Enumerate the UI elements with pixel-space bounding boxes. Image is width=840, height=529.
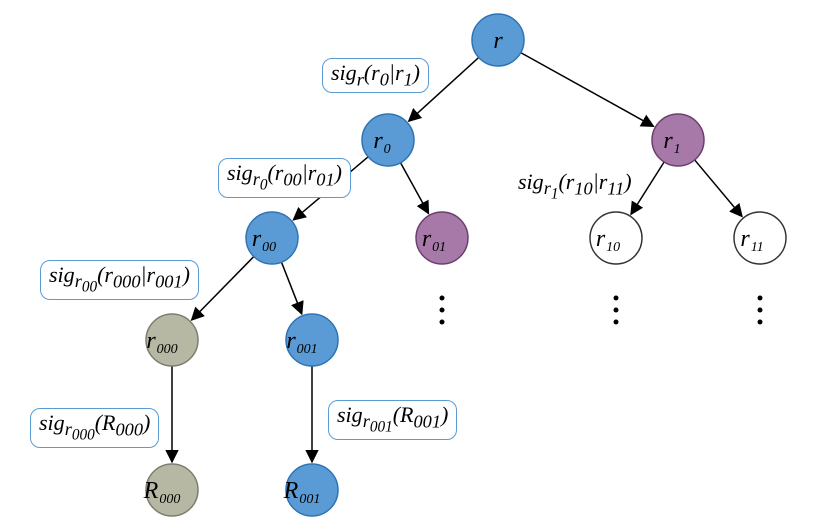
edge-label-r0: sigr0(r00|r01) bbox=[218, 158, 351, 198]
tree-node-R000: R000 bbox=[143, 464, 198, 516]
tree-node-r0: r0 bbox=[362, 114, 414, 166]
tree-node-r01: r01 bbox=[416, 212, 468, 264]
tree-edge bbox=[695, 160, 742, 217]
ellipsis-icon bbox=[614, 296, 619, 325]
edge-label-r000: sigr000(R000) bbox=[30, 408, 159, 448]
ellipsis-icon bbox=[440, 296, 445, 325]
tree-edge bbox=[401, 163, 429, 214]
tree-node-r1: r1 bbox=[652, 114, 704, 166]
tree-node-r00: r00 bbox=[246, 212, 298, 264]
tree-node-r001: r001 bbox=[286, 314, 338, 366]
edge-label-r001: sigr001(R001) bbox=[328, 400, 457, 440]
tree-edge bbox=[192, 257, 254, 320]
edge-label-r1: sigr1(r10|r11) bbox=[510, 168, 640, 206]
tree-node-r11: r11 bbox=[734, 212, 786, 264]
tree-edge bbox=[281, 262, 301, 314]
tree-node-r10: r10 bbox=[590, 212, 642, 264]
tree-edge bbox=[521, 53, 654, 127]
tree-node-r000: r000 bbox=[146, 314, 198, 366]
edge-label-r: sigr(r0|r1) bbox=[322, 58, 429, 93]
tree-node-r: r bbox=[472, 14, 524, 66]
ellipsis-icon bbox=[758, 296, 763, 325]
edge-label-r00: sigr00(r000|r001) bbox=[40, 260, 199, 300]
tree-node-R001: R001 bbox=[283, 464, 338, 516]
svg-text:r: r bbox=[493, 28, 503, 54]
